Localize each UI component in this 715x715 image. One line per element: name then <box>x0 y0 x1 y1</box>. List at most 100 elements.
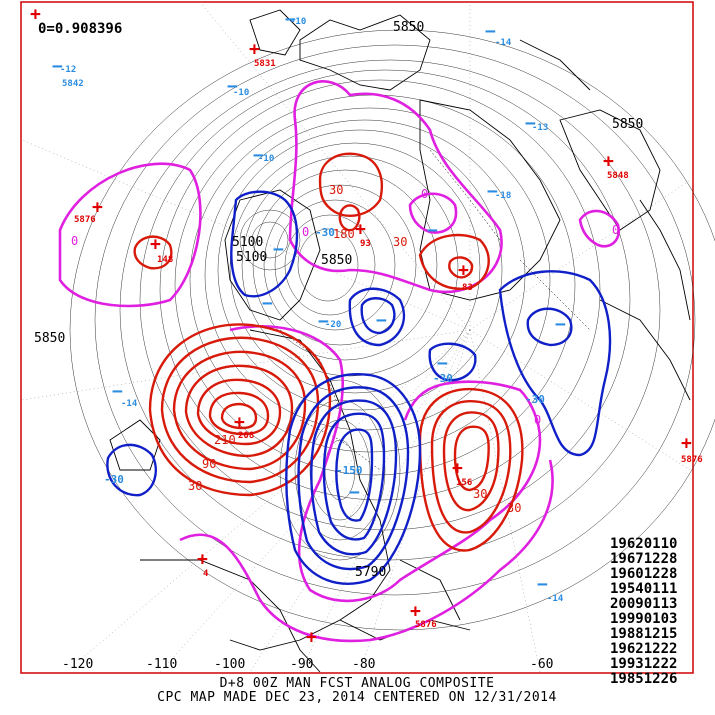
analog-date: 19620110 <box>610 536 677 552</box>
negative-anomaly-label: -30 <box>525 393 545 406</box>
positive-anomaly-label: 210 <box>214 433 236 447</box>
high-center: + 93 <box>355 219 371 249</box>
high-center: + 148 <box>150 234 173 265</box>
svg-text:83: 83 <box>462 283 473 293</box>
low-center: − -10 <box>227 76 249 98</box>
height-label: 5850 <box>612 117 643 132</box>
longitude-label: -60 <box>530 657 553 672</box>
analog-date: 19671228 <box>610 551 677 567</box>
low-center: − -13 <box>525 113 548 134</box>
low-center: − <box>555 314 566 335</box>
low-center: − -20 <box>318 311 341 332</box>
anomaly-contour-labels: 210 30 90 30 30 30 180 30 -30 -30 -30 -3… <box>71 183 619 515</box>
svg-text:148: 148 <box>157 255 173 265</box>
height-label: 5850 <box>393 20 424 35</box>
high-center: + <box>30 4 41 25</box>
svg-text:-14: -14 <box>495 38 512 48</box>
svg-text:+: + <box>603 151 614 172</box>
svg-text:-10: -10 <box>258 154 274 164</box>
low-center: − <box>349 482 360 503</box>
zero-anomaly-label: 0 <box>302 225 309 239</box>
svg-text:-10: -10 <box>233 88 249 98</box>
svg-text:5848: 5848 <box>607 171 629 181</box>
svg-text:−: − <box>485 21 496 42</box>
map-caption-line2: CPC MAP MADE DEC 23, 2014 CENTERED ON 12… <box>157 690 557 705</box>
low-center: − -18 <box>487 181 511 202</box>
negative-anomaly-label: -30 <box>104 473 124 486</box>
positive-anomaly-label: 180 <box>333 227 355 241</box>
positive-anomaly-label: 90 <box>202 457 216 471</box>
longitude-label: -110 <box>146 657 177 672</box>
positive-anomaly-label: 30 <box>507 501 521 515</box>
svg-text:-10: -10 <box>290 17 306 27</box>
svg-text:-13: -13 <box>532 123 548 133</box>
svg-text:-14: -14 <box>121 399 138 409</box>
svg-text:−: − <box>318 311 329 332</box>
high-center: + 5876 <box>410 601 437 630</box>
positive-anomaly-label: 30 <box>329 183 343 197</box>
svg-text:93: 93 <box>360 239 371 249</box>
low-centers: − -10 − -12 5842 − -10 − -14 − -13 − -18… <box>52 9 566 604</box>
svg-text:-12: -12 <box>60 65 76 75</box>
svg-text:−: − <box>227 76 238 97</box>
svg-text:+: + <box>92 197 103 218</box>
analog-dates-list: 19620110 19671228 19601228 19540111 2009… <box>610 536 677 687</box>
negative-anomaly-label: -150 <box>336 464 363 477</box>
longitude-label: -80 <box>352 657 375 672</box>
negative-anomaly-label: -30 <box>315 226 335 239</box>
analog-date: 19540111 <box>610 581 677 597</box>
low-center: − -14 <box>537 574 564 604</box>
zero-anomaly-label: 0 <box>612 223 619 237</box>
low-center: − -10 <box>253 145 274 166</box>
svg-text:+: + <box>234 412 245 433</box>
low-center: − <box>376 310 387 331</box>
zero-anomaly-label: 0 <box>71 234 78 248</box>
positive-anomaly-contours <box>133 152 524 552</box>
svg-text:−: − <box>52 56 63 77</box>
svg-text:+: + <box>681 433 692 454</box>
svg-text:+: + <box>249 39 260 60</box>
svg-text:208: 208 <box>238 431 254 441</box>
analog-date: 19851226 <box>610 671 677 687</box>
negative-anomaly-contours <box>106 190 612 585</box>
svg-text:-20: -20 <box>325 320 341 330</box>
correlation-label: 0=0.908396 <box>38 21 122 37</box>
height-labels: 5850 5850 5850 5100 5100 5790 5850 <box>34 20 643 580</box>
high-center: + <box>306 627 317 648</box>
height-label: 5100 <box>236 250 267 265</box>
high-center: + 156 <box>452 458 472 488</box>
svg-text:+: + <box>197 549 208 570</box>
svg-text:−: − <box>285 9 296 30</box>
low-center: − -12 5842 <box>52 56 84 89</box>
high-center: + 5848 <box>603 151 629 181</box>
svg-text:+: + <box>452 458 463 479</box>
analog-date: 19990103 <box>610 611 677 627</box>
height-label: 5850 <box>321 253 352 268</box>
svg-text:−: − <box>537 574 548 595</box>
high-center: + 83 <box>458 260 473 293</box>
zero-anomaly-label: 0 <box>534 413 541 427</box>
svg-text:5876: 5876 <box>74 215 96 225</box>
meridian-lines <box>21 1 691 673</box>
svg-text:156: 156 <box>456 478 472 488</box>
low-center: − <box>427 220 438 241</box>
zero-anomaly-label: 0 <box>421 187 428 201</box>
analog-date: 20090113 <box>610 596 677 612</box>
svg-text:5876: 5876 <box>415 620 437 630</box>
svg-text:-14: -14 <box>547 594 564 604</box>
positive-anomaly-label: 30 <box>473 487 487 501</box>
svg-text:4: 4 <box>203 569 209 579</box>
svg-text:−: − <box>525 113 536 134</box>
height-label: 5790 <box>355 565 386 580</box>
positive-anomaly-label: 30 <box>188 479 202 493</box>
map-caption-line1: D+8 00Z MAN FCST ANALOG COMPOSITE <box>220 676 495 691</box>
longitude-label: -120 <box>62 657 93 672</box>
high-center: + 5876 <box>681 433 703 465</box>
longitude-labels: -120 -110 -100 -90 -80 -60 <box>62 657 553 672</box>
analog-date: 19881215 <box>610 626 677 642</box>
high-center: + 5831 <box>249 39 276 69</box>
analog-date: 19621222 <box>610 641 677 657</box>
svg-text:+: + <box>458 260 469 281</box>
negative-anomaly-label: -30 <box>433 372 453 385</box>
svg-text:5876: 5876 <box>681 455 703 465</box>
